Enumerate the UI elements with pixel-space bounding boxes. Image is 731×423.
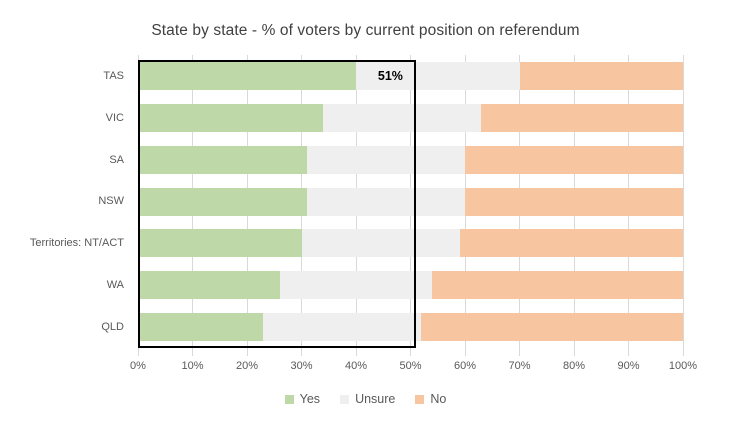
bar-segment-no (421, 313, 683, 342)
legend-item: No (415, 392, 446, 406)
bar-segment-unsure (306, 187, 465, 216)
bar-segment-yes (138, 103, 324, 132)
bar-segment-no (459, 229, 683, 258)
bar-segment-no (432, 271, 683, 300)
bar-row (138, 145, 683, 174)
gridline (682, 55, 684, 356)
bar-row (138, 271, 683, 300)
x-tick-label: 100% (668, 360, 698, 372)
x-tick-label: 50% (399, 360, 422, 372)
bar-row (138, 61, 683, 90)
category-label: WA (106, 279, 124, 292)
category-label: Territories: NT/ACT (29, 237, 124, 250)
bar-segment-yes (138, 271, 280, 300)
bar-segment-yes (138, 61, 356, 90)
bar-segment-unsure (301, 229, 460, 258)
legend-label: Unsure (355, 392, 396, 406)
category-label: NSW (98, 195, 124, 208)
bar-segment-unsure (279, 271, 433, 300)
y-axis-labels: TAS VIC SA NSW Territories: NT/ACT WA QLD (0, 55, 130, 348)
bar-segment-no (519, 61, 683, 90)
bar-row (138, 229, 683, 258)
bar-segment-no (464, 187, 683, 216)
x-axis-labels: 0% 10% 20% 30% 40% 50% 60% 70% 80% 90% 100% (130, 360, 697, 376)
category-label: TAS (103, 69, 124, 82)
bar-segment-yes (138, 187, 307, 216)
x-tick-label: 0% (130, 360, 146, 372)
legend-item: Unsure (340, 392, 395, 406)
legend-label: Yes (299, 392, 321, 406)
category-label: SA (109, 153, 124, 166)
legend-item: Yes (284, 392, 321, 406)
threshold-label: 51% (377, 68, 403, 83)
bar-segment-unsure (263, 313, 422, 342)
bar-segment-unsure (323, 103, 482, 132)
bar-segment-no (481, 103, 683, 132)
legend: Yes Unsure No (0, 392, 731, 406)
bar-segment-yes (138, 145, 307, 174)
category-label: VIC (105, 111, 124, 124)
bar-segment-yes (138, 229, 302, 258)
x-tick-label: 40% (344, 360, 368, 372)
x-tick-label: 10% (181, 360, 204, 372)
x-tick-label: 60% (453, 360, 477, 372)
bar-row (138, 103, 683, 132)
x-tick-label: 30% (290, 360, 313, 372)
legend-swatch (415, 394, 425, 404)
bar-segment-no (464, 145, 683, 174)
category-label: QLD (101, 321, 124, 334)
legend-label: No (430, 392, 447, 406)
x-tick-label: 80% (562, 360, 586, 372)
bar-segment-unsure (356, 61, 520, 90)
legend-swatch (340, 394, 350, 404)
chart-title: State by state - % of voters by current … (151, 22, 580, 39)
legend-swatch (284, 394, 294, 404)
x-tick-label: 20% (235, 360, 259, 372)
bar-row (138, 313, 683, 342)
x-tick-label: 70% (508, 360, 531, 372)
bar-row (138, 187, 683, 216)
bar-segment-yes (138, 313, 264, 342)
bar-segment-unsure (306, 145, 465, 174)
x-tick-label: 90% (617, 360, 640, 372)
plot-area: 51% (137, 55, 684, 356)
